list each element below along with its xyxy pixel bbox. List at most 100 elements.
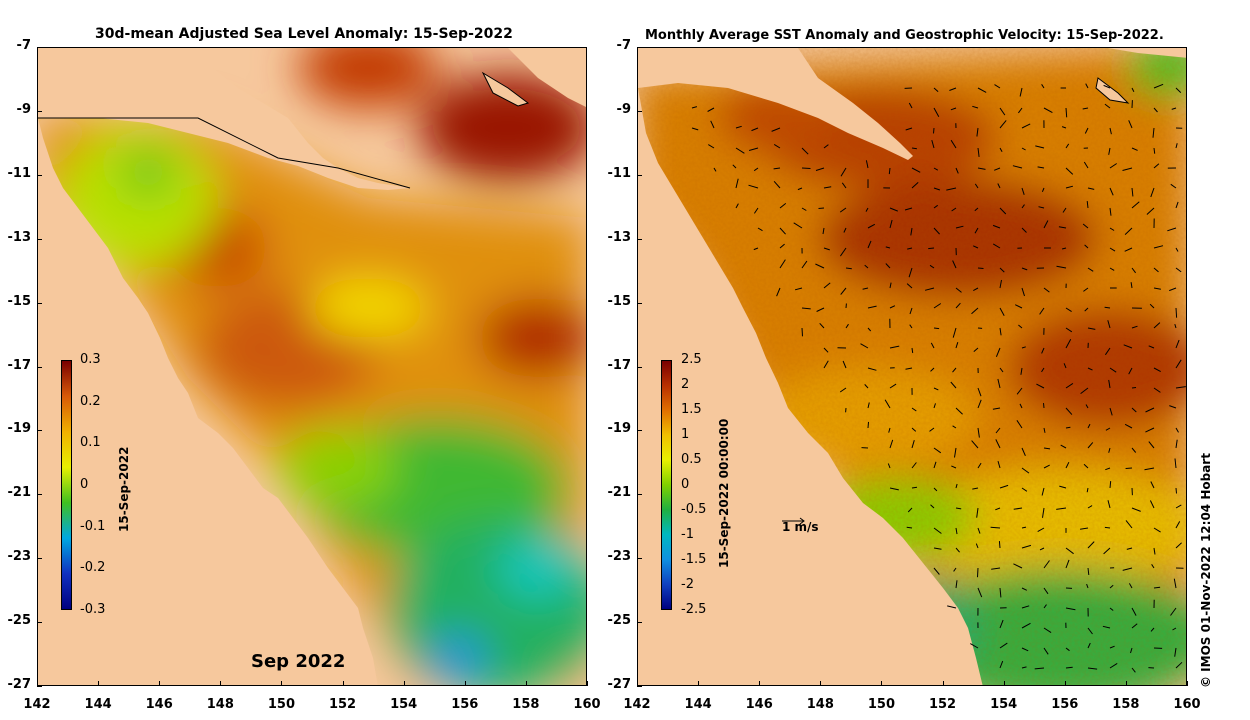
- velocity-arrow: [1131, 667, 1136, 673]
- right-colorbar-label: 15-Sep-2022 00:00:00: [717, 418, 731, 568]
- velocity-arrow: [801, 327, 803, 337]
- velocity-arrow: [1043, 560, 1050, 569]
- velocity-arrow: [1087, 442, 1094, 449]
- velocity-arrow: [933, 403, 936, 409]
- velocity-arrow: [1175, 521, 1181, 529]
- velocity-arrow: [933, 87, 939, 92]
- right-colorbar-tick: 1.5: [681, 402, 702, 417]
- velocity-arrow: [816, 307, 825, 312]
- velocity-arrow: [999, 120, 1007, 129]
- right-x-tick-mark: [1064, 681, 1066, 686]
- velocity-arrow: [1175, 267, 1182, 273]
- velocity-arrow: [908, 102, 913, 109]
- velocity-arrow: [779, 243, 785, 249]
- month-label: Sep 2022: [251, 651, 346, 672]
- velocity-arrow: [1042, 507, 1045, 518]
- velocity-arrow: [753, 167, 759, 172]
- velocity-arrow: [999, 279, 1002, 289]
- right-x-tick-mark: [759, 681, 761, 686]
- velocity-arrow: [977, 527, 981, 534]
- right-colorbar-tick: -1.5: [681, 552, 707, 567]
- velocity-arrow: [997, 378, 1001, 389]
- velocity-arrow: [840, 167, 847, 177]
- velocity-arrow: [1109, 187, 1114, 196]
- left-x-tick-label: 154: [390, 697, 418, 712]
- velocity-arrow: [779, 259, 786, 269]
- velocity-arrow: [1131, 623, 1138, 629]
- velocity-arrow: [823, 247, 830, 251]
- velocity-arrow: [950, 139, 957, 149]
- velocity-arrow: [999, 587, 1002, 598]
- velocity-arrow: [867, 327, 872, 332]
- left-y-tick-mark: [37, 686, 42, 687]
- left-y-tick-mark: [37, 622, 42, 624]
- velocity-arrow: [1087, 327, 1096, 330]
- velocity-arrow: [1084, 127, 1089, 134]
- velocity-arrow: [1103, 547, 1111, 555]
- velocity-arrow: [1012, 165, 1023, 169]
- velocity-arrow: [1131, 201, 1140, 209]
- velocity-arrow: [977, 387, 982, 397]
- velocity-arrow: [933, 303, 942, 309]
- velocity-arrow: [933, 187, 941, 191]
- left-y-tick-label: -11: [7, 165, 32, 181]
- velocity-arrow: [994, 167, 1001, 171]
- velocity-arrow: [1153, 547, 1156, 555]
- velocity-arrow: [839, 207, 847, 213]
- velocity-arrow: [1104, 103, 1111, 109]
- velocity-arrow: [991, 567, 1001, 570]
- velocity-arrow: [1036, 383, 1045, 389]
- velocity-arrow: [1087, 627, 1093, 635]
- velocity-arrow: [779, 227, 786, 235]
- velocity-arrow: [1130, 647, 1133, 654]
- velocity-arrow: [947, 605, 957, 609]
- velocity-arrow: [1037, 527, 1045, 533]
- velocity-reference-label: 1 m/s: [782, 520, 819, 534]
- right-y-tick-mark: [637, 558, 642, 560]
- velocity-arrow: [931, 139, 935, 149]
- velocity-arrow: [1021, 227, 1027, 233]
- velocity-arrow: [1175, 542, 1182, 549]
- velocity-arrow: [1037, 166, 1045, 169]
- velocity-arrow: [1013, 507, 1023, 510]
- velocity-arrow: [889, 207, 898, 212]
- velocity-arrow: [735, 203, 739, 209]
- velocity-arrow: [1109, 367, 1117, 373]
- velocity-arrow: [888, 427, 891, 433]
- velocity-arrow: [1153, 245, 1164, 249]
- velocity-arrow: [815, 263, 825, 269]
- velocity-arrow: [929, 427, 935, 432]
- velocity-arrow: [1065, 666, 1073, 669]
- velocity-arrow: [1080, 387, 1089, 394]
- velocity-arrow: [1167, 227, 1177, 232]
- velocity-arrow: [1175, 339, 1180, 349]
- left-y-tick-mark: [37, 366, 42, 368]
- velocity-arrow: [1108, 379, 1111, 389]
- velocity-arrow: [845, 323, 849, 329]
- velocity-arrow: [860, 343, 869, 349]
- velocity-arrow: [972, 487, 979, 490]
- left-x-tick-mark: [220, 681, 222, 686]
- right-colorbar: [661, 360, 672, 610]
- right-colorbar-tick: -0.5: [681, 502, 707, 517]
- right-colorbar-tick: 2.5: [681, 352, 702, 367]
- velocity-arrow: [908, 267, 913, 278]
- velocity-arrow: [977, 587, 983, 598]
- velocity-arrow: [1021, 544, 1032, 549]
- velocity-arrow: [865, 160, 869, 169]
- velocity-arrow: [1056, 265, 1067, 269]
- left-y-tick-label: -9: [16, 101, 31, 117]
- velocity-arrow: [976, 127, 979, 137]
- velocity-arrow: [1170, 183, 1177, 189]
- velocity-arrow: [1019, 403, 1023, 409]
- velocity-arrow: [1145, 427, 1155, 433]
- velocity-arrow: [999, 642, 1008, 649]
- velocity-arrow: [1087, 642, 1091, 649]
- velocity-arrow: [801, 260, 808, 269]
- velocity-arrow: [1082, 107, 1089, 110]
- velocity-arrow: [911, 407, 917, 412]
- left-y-tick-label: -19: [7, 421, 32, 437]
- velocity-arrow: [905, 367, 913, 370]
- velocity-arrow: [889, 383, 897, 389]
- left-y-tick-label: -23: [7, 549, 32, 565]
